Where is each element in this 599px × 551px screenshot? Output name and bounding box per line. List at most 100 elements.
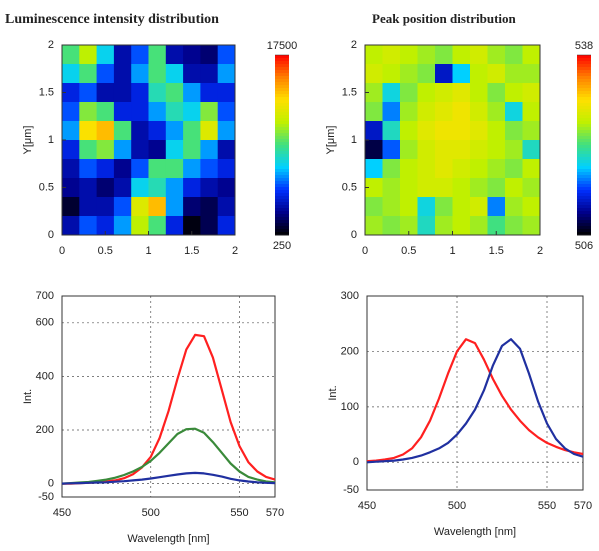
colorbar-segment: [577, 127, 591, 131]
colorbar-segment: [577, 151, 591, 155]
colorbar-segment: [275, 211, 289, 215]
heat-cell: [417, 140, 436, 160]
heat-cell: [365, 197, 383, 217]
heat-cell: [131, 197, 149, 217]
heat-cell: [165, 121, 184, 141]
heat-cell: [96, 159, 115, 179]
heat-cell: [400, 178, 418, 198]
colorbar-segment: [577, 76, 591, 80]
colorbar-segment: [577, 229, 591, 233]
colorbar-segment: [275, 190, 289, 194]
colorbar-label: 506: [575, 240, 593, 252]
heat-cell: [113, 45, 132, 65]
colorbar-segment: [577, 109, 591, 113]
spectrum-line: [61, 471, 276, 485]
colorbar-segment: [577, 136, 591, 140]
heat-cell: [452, 121, 471, 141]
heat-cell: [435, 121, 453, 141]
heat-cell: [435, 159, 453, 179]
heat-cell: [365, 159, 383, 179]
heat-cell: [522, 178, 541, 198]
heat-cell: [522, 64, 541, 84]
heat-cell: [522, 140, 541, 160]
y-tick-label: 200: [36, 424, 54, 436]
heat-cell: [470, 45, 488, 65]
colorbar-segment: [275, 88, 289, 92]
colorbar-segment: [275, 175, 289, 179]
heat-cell: [382, 197, 401, 217]
heat-cell: [505, 121, 523, 141]
colorbar-segment: [577, 148, 591, 152]
y-tick-label: 0.5: [342, 181, 357, 193]
heat-cell: [217, 102, 236, 122]
axes-frame: [61, 295, 276, 498]
colorbar-segment: [275, 199, 289, 203]
heat-cell: [470, 64, 488, 84]
y-tick-label: 1: [351, 134, 357, 146]
colorbar-segment: [577, 175, 591, 179]
y-tick-label: 0: [48, 229, 54, 241]
heat-cell: [62, 102, 80, 122]
heat-cell: [200, 140, 219, 160]
heat-cell: [217, 83, 236, 103]
x-tick-label: 500: [448, 500, 466, 512]
colorbar-segment: [275, 214, 289, 218]
heat-cell: [165, 197, 184, 217]
colorbar-segment: [275, 115, 289, 119]
heat-cell: [417, 102, 436, 122]
heat-cell: [470, 197, 488, 217]
heat-cell: [131, 159, 149, 179]
heat-cell: [382, 64, 401, 84]
heat-cell: [165, 140, 184, 160]
heat-cell: [505, 140, 523, 160]
colorbar-segment: [577, 157, 591, 161]
heat-cell: [452, 45, 471, 65]
heat-cell: [487, 159, 506, 179]
heat-cell: [131, 140, 149, 160]
colorbar-segment: [577, 172, 591, 176]
heat-cell: [435, 83, 453, 103]
colorbar-segment: [275, 64, 289, 68]
colorbar-segment: [577, 139, 591, 143]
x-tick-label: 500: [142, 507, 160, 519]
heat-cell: [417, 83, 436, 103]
colorbar-segment: [577, 202, 591, 206]
colorbar-segment: [275, 226, 289, 230]
heat-cell: [435, 45, 453, 65]
heat-cell: [165, 159, 184, 179]
colorbar-segment: [275, 124, 289, 128]
heat-cell: [522, 216, 541, 236]
colorbar-segment: [275, 106, 289, 110]
heat-cell: [165, 102, 184, 122]
colorbar-segment: [577, 106, 591, 110]
colorbar-segment: [275, 232, 289, 236]
x-tick-label: 570: [266, 507, 284, 519]
heat-cell: [96, 102, 115, 122]
colorbar-segment: [577, 154, 591, 158]
colorbar-segment: [577, 124, 591, 128]
colorbar-segment: [577, 217, 591, 221]
colorbar-segment: [577, 67, 591, 71]
heat-cell: [62, 159, 80, 179]
x-tick-label: 0.5: [98, 245, 113, 257]
y-axis-label: Int.: [327, 385, 339, 400]
heat-cell: [505, 45, 523, 65]
chart-title: Luminescence intensity distribution: [5, 12, 219, 27]
y-tick-label: 1.5: [342, 86, 357, 98]
y-tick-label: 1: [48, 134, 54, 146]
heat-cell: [79, 216, 98, 236]
heat-cell: [505, 216, 523, 236]
heat-cell: [148, 216, 167, 236]
heat-cell: [113, 121, 132, 141]
y-tick-label: 300: [341, 290, 359, 302]
colorbar-segment: [275, 160, 289, 164]
heat-cell: [131, 121, 149, 141]
colorbar-segment: [275, 142, 289, 146]
x-tick-label: 550: [538, 500, 556, 512]
y-tick-label: -50: [38, 491, 54, 503]
colorbar-segment: [275, 136, 289, 140]
heat-cell: [522, 102, 541, 122]
y-tick-label: 0: [353, 456, 359, 468]
x-tick-label: 2: [232, 245, 238, 257]
colorbar-segment: [577, 181, 591, 185]
